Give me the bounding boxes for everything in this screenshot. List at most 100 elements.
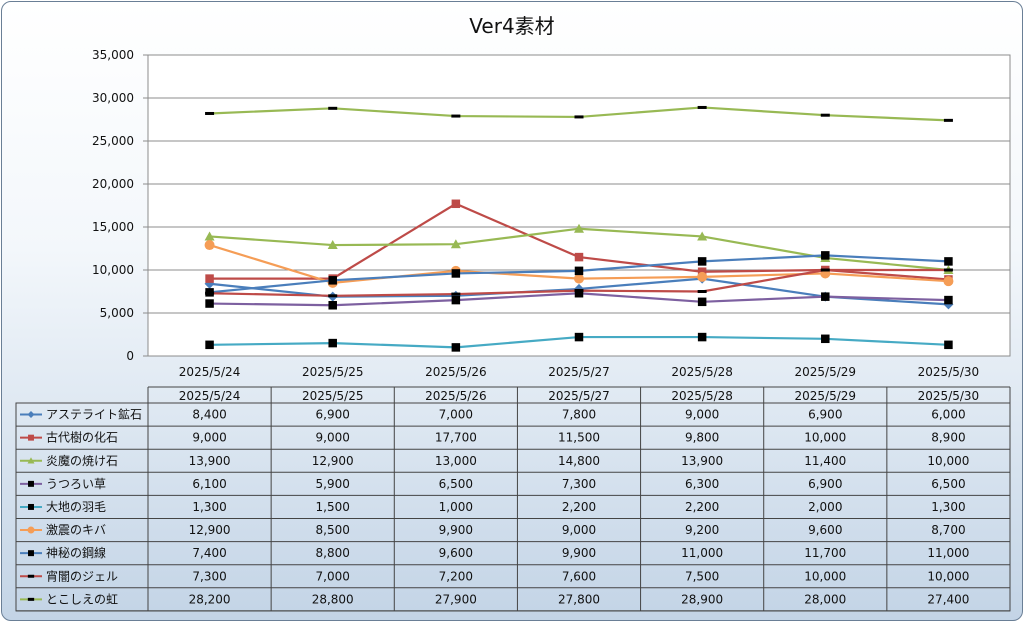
data-point	[821, 292, 830, 301]
table-cell: 9,600	[808, 523, 842, 537]
data-point	[943, 118, 953, 122]
data-point	[27, 597, 35, 601]
table-cell: 8,500	[316, 523, 350, 537]
data-point	[574, 223, 584, 233]
table-cell: 9,800	[685, 431, 719, 445]
data-point	[328, 338, 337, 348]
data-point	[327, 240, 338, 250]
legend-label: アステライト鉱石	[46, 407, 142, 422]
table-header-cell: 2025/5/24	[179, 389, 241, 403]
data-table: 2025/5/24 2025/5/25 2025/5/26 2025/5/27 2025…	[15, 386, 1011, 612]
data-point	[28, 503, 34, 510]
table-cell: 10,000	[927, 569, 969, 583]
legend-key	[20, 597, 42, 601]
data-point	[697, 267, 707, 276]
legend-label: 神秘の鋼線	[46, 545, 106, 560]
legend-label: 炎魔の焼け石	[46, 453, 118, 468]
legend-label: 激震のキバ	[46, 523, 106, 537]
chart-title: Ver4素材	[469, 14, 554, 38]
data-point	[328, 301, 337, 310]
legend-key	[20, 434, 42, 441]
table-header-cell: 2025/5/28	[671, 389, 733, 403]
legend-key	[20, 480, 42, 487]
data-point	[574, 289, 584, 293]
data-point	[27, 457, 35, 464]
table-cell: 7,500	[685, 569, 719, 583]
legend-label: うつろい草	[46, 477, 106, 491]
x-tick-label: 2025/5/25	[302, 365, 364, 379]
data-point	[28, 434, 34, 441]
table-cell: 2,000	[808, 500, 842, 514]
table-cell: 6,300	[685, 477, 719, 491]
data-point	[451, 295, 461, 305]
table-cell: 9,000	[316, 431, 350, 445]
series-3	[205, 288, 953, 310]
table-cell: 5,900	[316, 477, 350, 491]
table-row: うつろい草 6,100 5,900 6,500 7,300 6,300 6,900 6,500	[20, 477, 966, 491]
table-cell: 17,700	[435, 431, 477, 445]
table-cell: 28,200	[189, 592, 231, 606]
x-tick-label: 2025/5/28	[671, 365, 733, 379]
table-cell: 1,500	[316, 500, 350, 514]
y-tick-label: 30,000	[92, 91, 134, 105]
series-4	[205, 332, 953, 352]
data-point	[943, 268, 953, 272]
y-tick-label: 20,000	[92, 177, 134, 191]
data-point	[28, 550, 34, 557]
table-cell: 7,000	[439, 408, 473, 422]
table-row: 宵闇のジェル 7,300 7,000 7,200 7,600 7,500 10,000 10,…	[20, 568, 969, 583]
table-cell: 11,700	[804, 546, 846, 560]
table-cell: 9,000	[192, 431, 226, 445]
data-point	[205, 274, 214, 283]
table-cell: 7,300	[562, 477, 596, 491]
x-tick-label: 2025/5/24	[179, 365, 241, 379]
table-cell: 2,200	[685, 500, 719, 514]
x-tick-label: 2025/5/29	[795, 365, 857, 379]
table-cell: 6,500	[931, 477, 965, 491]
x-axis-tick-labels: 2025/5/24 2025/5/25 2025/5/26 2025/5/27 2025…	[179, 365, 979, 379]
y-tick-label: 0	[126, 349, 134, 363]
y-tick-label: 25,000	[92, 134, 134, 148]
data-point	[944, 340, 953, 350]
data-point	[697, 231, 708, 241]
table-cell: 10,000	[927, 454, 969, 468]
table-cell: 7,000	[316, 569, 350, 583]
series-8	[205, 105, 953, 122]
data-point	[574, 288, 584, 298]
table-cell: 12,900	[312, 454, 354, 468]
table-cell: 7,400	[192, 546, 226, 560]
data-point	[450, 239, 461, 249]
table-cell: 6,900	[316, 408, 350, 422]
table-cell: 28,900	[681, 592, 723, 606]
table-cell: 9,000	[562, 523, 596, 537]
data-point	[820, 268, 830, 272]
table-cell: 8,900	[931, 431, 965, 445]
legend-key	[20, 503, 42, 510]
plot-area	[147, 54, 1011, 357]
table-cell: 7,200	[439, 569, 473, 583]
y-tick-label: 35,000	[92, 48, 134, 62]
data-point	[451, 199, 461, 209]
data-point	[574, 252, 584, 262]
data-point	[944, 295, 953, 305]
table-cell: 9,600	[439, 546, 473, 560]
series-lines	[204, 105, 954, 352]
data-point	[451, 114, 461, 118]
legend-key	[20, 574, 42, 578]
data-point	[944, 257, 953, 266]
table-cell: 9,000	[685, 408, 719, 422]
data-point	[574, 332, 584, 342]
series-7	[205, 268, 953, 298]
table-row: 大地の羽毛 1,300 1,500 1,000 2,200 2,200 2,000 1,300	[20, 500, 966, 514]
y-tick-label: 10,000	[92, 263, 134, 277]
data-point	[328, 106, 338, 110]
table-cell: 10,000	[804, 431, 846, 445]
table-cell: 10,000	[804, 569, 846, 583]
data-point	[821, 251, 830, 260]
data-point	[574, 115, 584, 119]
x-tick-label: 2025/5/30	[918, 365, 980, 379]
table-cell: 27,400	[927, 592, 969, 606]
table-cell: 9,900	[562, 546, 596, 560]
